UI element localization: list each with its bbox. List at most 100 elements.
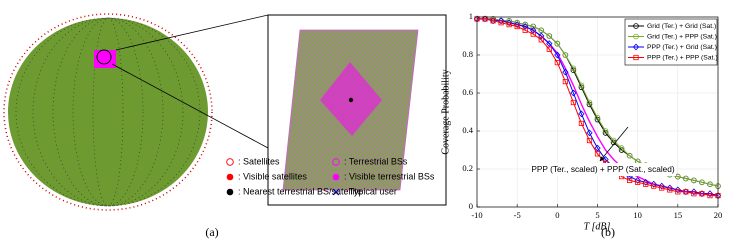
annotation-box [531,163,676,176]
legend-marker [632,43,640,51]
data-point [538,32,545,40]
data-point [562,52,569,58]
y-axis-label: Coverage Probability [440,69,451,154]
data-point [666,184,673,192]
data-point [691,177,697,184]
x-tick-label: 10 [633,210,642,220]
legend-text: : Typical user [344,186,397,196]
data-point [498,20,504,26]
data-point [658,182,665,190]
x-tick-label: 0 [555,210,559,220]
data-point [643,181,649,187]
data-point [674,186,681,194]
data-point [489,17,497,25]
data-point [530,26,537,34]
legend-label: Grid (Ter.) + Grid (Sat.) [647,23,716,30]
data-point [481,15,489,23]
data-point [586,129,593,137]
x-axis-label: T [dB] [584,221,611,232]
y-tick-label: 0 [469,201,473,211]
series-line [477,18,718,197]
legend-text: : Terrestrial BSs [344,156,408,166]
data-point [497,17,505,25]
data-point [554,40,561,47]
data-point [602,128,609,134]
data-point [514,23,520,30]
y-tick-label: 0.4 [462,125,473,135]
data-point [578,110,585,118]
data-point [530,31,536,37]
data-point [538,37,544,43]
data-point [626,152,633,159]
x-tick-label: 5 [595,210,599,220]
data-point [594,144,601,152]
data-point [490,18,496,24]
y-tick-label: 0.6 [462,87,473,97]
data-point [627,177,633,183]
caption: (a) [205,225,218,239]
x-tick-label: -5 [514,210,521,220]
legend-text: : Visible terrestrial BSs [344,171,435,181]
figure: : Satellites : Terrestrial BSs : Visible… [3,11,722,239]
data-point [683,175,689,182]
legend-text: : Satellites [238,156,280,166]
data-point [675,189,681,195]
data-point [554,60,560,66]
data-point [570,99,577,106]
data-point [506,21,512,28]
data-point [505,19,513,27]
data-point [570,89,577,97]
data-point [699,191,705,197]
legend-marker [633,54,639,61]
data-point [635,179,641,185]
data-point [634,177,641,184]
panel-a-legend: : Satellites : Terrestrial BSs : Visible… [226,156,435,196]
data-point [698,190,706,198]
data-point [514,21,521,28]
legend-marker [633,54,639,61]
data-point [667,187,673,193]
data-point [578,120,585,126]
annotation-arrow [599,126,629,162]
legend-label: PPP (Ter.) + Grid (Sat.) [647,44,717,51]
legend-label: PPP (Ter.) + PPP (Sat.) [647,54,718,61]
plot-frame [476,16,719,208]
legend-text: : Visible satellites [238,171,307,181]
data-point [651,183,657,189]
data-point [690,188,698,196]
data-point [675,173,681,180]
sphere-illustration [3,13,447,211]
data-point [546,46,552,52]
legend-marker [632,43,640,51]
series-line [477,18,719,187]
data-point [699,179,705,186]
annotation-text: PPP (Ter., scaled) + PPP (Sat., scaled) [531,164,675,174]
data-point [642,178,649,186]
legend-marker [633,33,639,40]
data-point [691,191,697,197]
data-point [586,137,593,144]
x-tick-label: 15 [674,210,683,220]
data-point [682,188,690,196]
data-point [650,180,657,188]
legend-marker [633,23,639,29]
data-point [546,33,553,39]
data-point [562,79,568,85]
data-point [707,192,713,199]
data-point [659,185,665,191]
legend-marker [633,23,639,29]
legend-marker [633,33,639,40]
data-point [530,23,537,30]
data-point [554,51,561,59]
data-point [586,99,593,106]
data-point [707,181,713,188]
caption: (b) [601,225,615,239]
data-point [522,27,528,33]
data-point [570,65,577,72]
data-point [706,190,714,198]
data-point [522,23,529,30]
data-point [594,151,601,157]
y-tick-label: 0.2 [462,163,473,173]
x-tick-label: -10 [471,210,482,220]
data-point [610,137,617,144]
